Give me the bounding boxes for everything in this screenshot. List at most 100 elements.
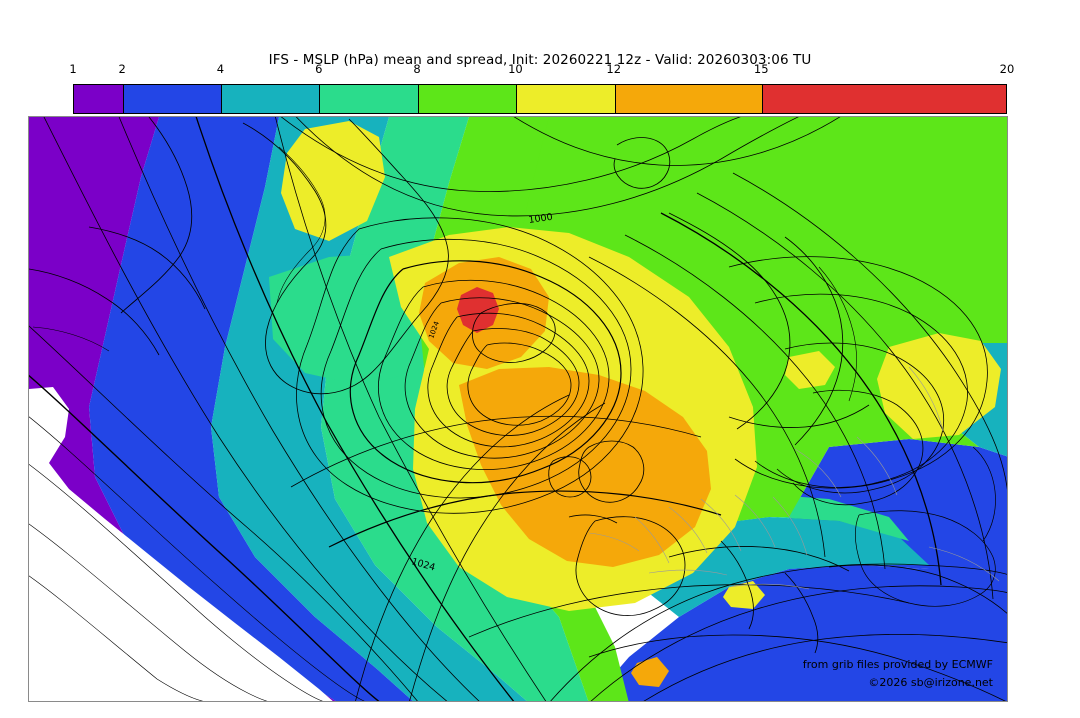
isobar bbox=[29, 464, 324, 701]
mslp-spread-map[interactable]: 1000 1024 1024 from grib files provided … bbox=[28, 116, 1008, 702]
colorbar-band-8-10 bbox=[417, 85, 517, 113]
border bbox=[700, 498, 742, 552]
isobar bbox=[467, 342, 572, 426]
colorbar-band-2-4 bbox=[122, 85, 222, 113]
border bbox=[928, 546, 1000, 582]
colorbar-band-12-15 bbox=[614, 85, 762, 113]
border bbox=[856, 436, 898, 496]
colorbar-tick-20: 20 bbox=[999, 62, 1015, 76]
coastline-scandinavia-east bbox=[784, 236, 844, 446]
coastline-mediterranean-north bbox=[668, 546, 850, 572]
spread-band-10-12-sm2 bbox=[723, 581, 765, 609]
isobar bbox=[696, 192, 994, 600]
spread-band-10-12-sm1 bbox=[785, 351, 835, 389]
spread-band-12-15-sm bbox=[631, 657, 669, 687]
colorbar-tick-labels: 1 2 4 6 8 10 12 15 20 bbox=[69, 62, 1014, 82]
isobar bbox=[29, 523, 268, 701]
isobar bbox=[290, 415, 702, 488]
isobar bbox=[427, 312, 590, 448]
spread-band-2-4-west bbox=[89, 117, 413, 701]
coastline-labrador bbox=[29, 268, 160, 356]
isobar bbox=[590, 585, 1007, 701]
isobar bbox=[328, 490, 722, 548]
colorbar-band-10-12 bbox=[516, 85, 615, 113]
colorbar-tick-1: 1 bbox=[69, 62, 77, 76]
isobar bbox=[280, 117, 741, 192]
isobar bbox=[349, 260, 622, 484]
border bbox=[668, 506, 708, 554]
border bbox=[908, 366, 944, 432]
spread-band-2-4-med bbox=[590, 565, 1007, 701]
attribution-source: from grib files provided by ECMWF bbox=[802, 658, 993, 671]
border bbox=[772, 496, 808, 556]
coastline-blacksea bbox=[855, 510, 996, 607]
isobar bbox=[29, 325, 418, 701]
coastline-france-iberia bbox=[575, 516, 686, 616]
coastline-northafrica bbox=[588, 634, 1006, 701]
isobar bbox=[754, 293, 968, 488]
coastline-hudson bbox=[32, 326, 110, 352]
colorbar-tick-8: 8 bbox=[413, 62, 421, 76]
coastline-finland bbox=[818, 266, 857, 402]
spread-band-10-12-nw bbox=[281, 121, 385, 241]
coastline-baltic bbox=[728, 404, 870, 428]
map-nodata-region bbox=[29, 387, 333, 701]
isobar bbox=[29, 374, 380, 701]
colorbar-tick-15: 15 bbox=[753, 62, 769, 76]
isobar bbox=[728, 256, 988, 489]
isobar bbox=[732, 172, 1007, 491]
isobar bbox=[320, 238, 632, 499]
isobar bbox=[446, 328, 580, 436]
coastline-biscay bbox=[568, 514, 618, 524]
isobar bbox=[776, 342, 945, 494]
coastline-greenland-inner bbox=[276, 146, 326, 304]
coastline-iceland bbox=[472, 303, 556, 363]
contour-label: 1000 bbox=[528, 212, 553, 226]
coastline-greece bbox=[784, 572, 819, 654]
coastline-norway bbox=[668, 212, 791, 430]
page-title: IFS - MSLP (hPa) mean and spread, Init: … bbox=[268, 52, 812, 68]
isobar bbox=[513, 117, 841, 166]
colorbar: 1 2 4 6 8 10 12 15 20 bbox=[69, 62, 1014, 114]
border bbox=[588, 532, 640, 552]
coastline-greenland bbox=[242, 118, 449, 395]
colorbar-tick-6: 6 bbox=[315, 62, 323, 76]
isobar bbox=[588, 256, 826, 558]
spread-band-10-12-ne bbox=[877, 333, 1001, 439]
isobar bbox=[118, 117, 480, 701]
border bbox=[734, 494, 776, 548]
coastline-layer bbox=[29, 117, 1007, 701]
isobar bbox=[29, 575, 204, 701]
coastline-baffin bbox=[120, 117, 193, 314]
map-canvas: 1000 1024 1024 bbox=[29, 117, 1007, 701]
isobar bbox=[550, 563, 1007, 701]
colorbar-band-4-6 bbox=[221, 85, 320, 113]
colorbar-tick-12: 12 bbox=[606, 62, 622, 76]
isobar bbox=[296, 217, 644, 514]
colorbar-tick-4: 4 bbox=[216, 62, 225, 76]
border-layer bbox=[588, 366, 1000, 590]
isobar bbox=[43, 117, 448, 701]
isobar bbox=[275, 117, 547, 701]
isobar bbox=[295, 117, 799, 217]
coastline-canada bbox=[88, 226, 206, 310]
isobar bbox=[404, 297, 600, 459]
isobar bbox=[409, 402, 606, 701]
isobar bbox=[792, 389, 924, 506]
coastline-britain bbox=[578, 440, 645, 503]
isobar bbox=[29, 416, 365, 701]
border bbox=[728, 583, 810, 590]
isobar bbox=[355, 394, 570, 701]
colorbar-tick-10: 10 bbox=[508, 62, 523, 76]
colorbar-band-15-20 bbox=[761, 85, 1007, 113]
isobar bbox=[660, 212, 942, 586]
coastline-ireland bbox=[548, 456, 592, 498]
isobar bbox=[624, 234, 886, 570]
coastline-svalbard bbox=[613, 137, 671, 189]
coastline-turkey bbox=[828, 564, 1007, 614]
isobar-layer bbox=[29, 117, 1007, 701]
coastline-caspian bbox=[972, 446, 996, 542]
border bbox=[648, 569, 728, 576]
border bbox=[634, 516, 670, 564]
